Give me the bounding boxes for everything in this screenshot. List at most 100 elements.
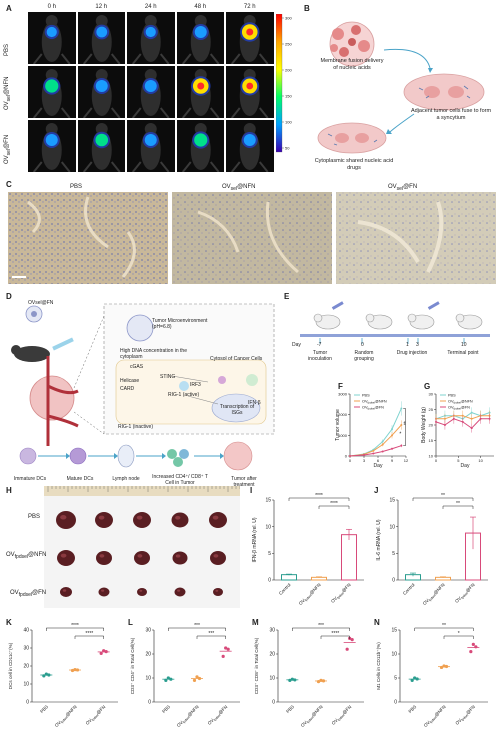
d-rig-active: RIG-1 (active) <box>168 392 200 398</box>
d-label-irf3: IRF3 <box>190 382 201 388</box>
data-point <box>99 651 103 655</box>
mouse-icon <box>14 346 50 362</box>
tumor-specimen <box>56 511 76 529</box>
significance-bracket <box>74 635 104 639</box>
data-point <box>102 649 106 653</box>
row-label: OVsel@FN <box>4 134 13 164</box>
significance-bracket <box>288 497 350 501</box>
scale-bar <box>12 276 26 278</box>
chart-f-tumor-volume: 3000 2000 1000 00 3 6 9 12 Day Tumor volume PBS OVf… <box>335 392 409 469</box>
x-axis-label: Day <box>461 463 470 468</box>
x-tick-label: PBS <box>39 704 49 714</box>
significance-bracket <box>412 497 474 501</box>
bioluminescence-image <box>127 120 175 172</box>
tumor-after-icon <box>223 441 253 471</box>
significance-bracket <box>414 627 474 631</box>
panel-label-n: N <box>374 618 380 627</box>
bioluminescence-image <box>127 12 175 64</box>
data-point <box>224 646 228 650</box>
signal-spot <box>243 134 256 146</box>
e-day-1: 1 <box>406 342 409 348</box>
colorbar-tick: 250 <box>285 42 292 47</box>
tumor-specimen <box>134 551 150 565</box>
signal-spot <box>145 26 156 38</box>
histology-nfn <box>172 192 332 284</box>
row-label: OVsel@NFN <box>4 76 13 111</box>
data-point <box>345 647 349 651</box>
y-tick-label: 30 <box>269 628 275 634</box>
y-axis-label: Tumor volume <box>335 409 341 441</box>
legend-label: OVfpdsel@FN <box>448 406 470 411</box>
y-axis-label: IFN-β mRNA (rel. U) <box>252 517 258 562</box>
signal-spot <box>46 26 57 38</box>
signal-spot <box>95 80 108 92</box>
y-tick-label: 10 <box>389 524 395 530</box>
y-tick-label: 30 <box>145 628 151 634</box>
panel-label-c: C <box>6 180 12 189</box>
data-point <box>469 650 473 654</box>
tumor-specimen <box>96 551 112 565</box>
syringe-icon <box>52 337 74 351</box>
legend-label: PBS <box>362 394 370 398</box>
chart-j-il6: 0 5 10 15 IL-6 mRNA (rel. U) Control OVfpdsel@… <box>376 493 488 606</box>
y-tick-label: 15 <box>391 628 397 634</box>
colorbar-tick: 100 <box>285 120 292 125</box>
data-point <box>415 677 419 681</box>
tumor-specimen <box>95 512 113 528</box>
data-point <box>439 665 444 670</box>
data-point <box>442 664 446 668</box>
x-tick-label: PBS <box>161 704 171 714</box>
signal-spot <box>45 134 58 146</box>
y-tick-label: 40 <box>23 628 29 634</box>
data-point <box>288 678 292 682</box>
tumor-specimen <box>98 587 110 597</box>
data-point <box>104 650 108 654</box>
cell-cluster-icon <box>329 21 375 67</box>
tumor-specimen <box>209 512 227 528</box>
data-point <box>321 679 326 683</box>
panel-label-a: A <box>6 4 12 13</box>
data-point <box>444 664 449 669</box>
e-event-2: Random grouping <box>354 350 374 362</box>
data-point <box>166 676 170 680</box>
panel-label-l: L <box>128 618 133 627</box>
tumor-specimen <box>172 551 188 565</box>
significance-label: ** <box>442 623 446 629</box>
data-point <box>42 674 46 678</box>
data-point <box>192 678 197 682</box>
colorbar-tick: 300 <box>285 16 292 21</box>
bar <box>341 534 357 581</box>
mouse-icon <box>313 313 341 330</box>
bioluminescence-image <box>226 66 274 118</box>
significance-label: **** <box>85 631 93 637</box>
immature-dc-icon <box>19 447 37 465</box>
x-tick-label: OVfpdsel@NFN <box>54 704 79 729</box>
y-axis-label: M1 Cells in CD11b⁺(%) <box>376 642 381 690</box>
e-day-0: 0 <box>361 342 364 348</box>
chart-m-cd8: 0 10 20 30 CD3⁺ CD8⁺ in Total Cell(%) PBS OVfp… <box>254 623 364 728</box>
d-box-text-1: High DNA concentration in the cytoplasm <box>120 348 187 360</box>
legend-label: OVfpdsel@FN <box>362 406 384 411</box>
d-transcription: Transcription of ISGs <box>219 404 255 416</box>
signal-spot <box>194 26 207 38</box>
panel-b-text-3: Cytoplasmic shared nucleic acid drugs <box>314 158 394 171</box>
timeline-bar <box>300 334 490 337</box>
x-tick-label: PBS <box>285 704 295 714</box>
x-tick-label: OVfpdsel@NFN <box>298 582 323 607</box>
d-flow-4: Increased CD4⁺/ CD8⁺ T Cell in Tumor <box>152 474 208 486</box>
d-label-sting: STING <box>160 374 176 380</box>
mature-dc-icon <box>69 447 87 465</box>
significance-label: ** <box>456 501 460 507</box>
colorbar: 300 250 200 150 100 50 <box>276 14 292 153</box>
x-tick-label: Control <box>278 582 292 596</box>
panel-h-tumor-photo <box>44 486 240 608</box>
significance-label: * <box>399 431 401 437</box>
x-tick-label: 3 <box>363 458 366 463</box>
significance-bracket <box>403 408 406 446</box>
tumor-specimen <box>60 587 72 597</box>
colorbar-tick: 50 <box>285 146 290 151</box>
chart-i-ifnb: 0 5 10 15 IFN-β mRNA (rel. U) Control OVfpdsel… <box>252 493 364 607</box>
x-tick-label: OVfpdsel@FN <box>454 582 476 604</box>
bioluminescence-image <box>28 66 76 118</box>
